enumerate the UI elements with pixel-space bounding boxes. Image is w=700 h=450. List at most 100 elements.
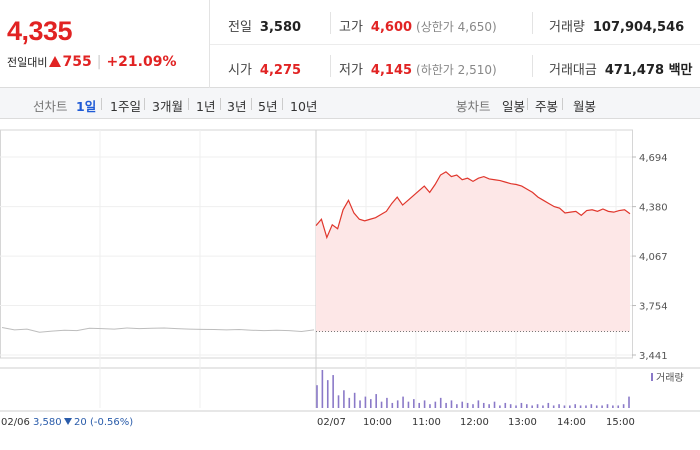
volume-bar: [386, 397, 388, 408]
volume-bar: [337, 395, 340, 408]
chart-canvas: 거래량 4,694 4,380 4,067 3,754 3,441 02/06 3,580…: [0, 129, 700, 428]
volume-bar: [418, 402, 421, 408]
period-1w[interactable]: 1주일: [110, 99, 141, 114]
volume-bar: [482, 402, 485, 408]
volume-bar: [493, 401, 496, 408]
period-1d[interactable]: 1일: [76, 99, 97, 114]
volume-bar: [542, 405, 544, 408]
time-label: 13:00: [508, 417, 537, 428]
divider: [220, 98, 221, 110]
volume-bar: [579, 405, 582, 408]
volume-bar: [434, 401, 437, 408]
volume-bar: [439, 397, 442, 408]
volume-bar: [461, 401, 464, 408]
volume-bar: [316, 385, 318, 408]
divider: [188, 98, 189, 110]
volume-layer: 거래량: [316, 370, 684, 408]
volume-bar: [456, 404, 458, 408]
candle-monthly[interactable]: 월봉: [573, 99, 597, 114]
x-axis: 02/06 3,580 20 (-0.56%) 02/07 10:00 11:00 12:00…: [1, 417, 635, 428]
time-label: 11:00: [412, 417, 441, 428]
high-stat: 고가 4,600 (상한가 4,650): [339, 20, 497, 35]
down-arrow-icon: [64, 418, 72, 425]
volume-bar: [423, 400, 426, 408]
volume-bar: [515, 405, 517, 408]
lower-limit: (하한가 2,510): [416, 63, 497, 77]
volume-legend: 거래량: [656, 372, 684, 384]
volume-bar: [509, 404, 512, 408]
volume-bar: [450, 400, 453, 408]
volume-bar: [595, 405, 598, 408]
volume-bar: [326, 380, 329, 408]
current-price-box: 4,335 전일대비 755 | +21.09%: [0, 0, 210, 88]
volume-value: 107,904,546: [592, 20, 685, 35]
volume-bar: [622, 404, 625, 408]
time-label: 14:00: [557, 417, 586, 428]
volume-bar: [569, 405, 571, 408]
volume-bar: [612, 405, 614, 408]
change-percent: +21.09%: [106, 54, 177, 70]
prev-day-change-pct: (-0.56%): [90, 417, 133, 428]
y-tick-label: 3,441: [639, 351, 668, 362]
change-row: 전일대비 755 | +21.09%: [7, 54, 176, 70]
prev-close-stat: 전일 3,580: [228, 20, 302, 35]
change-value: 755: [62, 54, 92, 70]
volume-bar: [531, 405, 533, 408]
volume-bar: [413, 399, 415, 408]
open-stat: 시가 4,275: [228, 63, 302, 78]
volume-bar: [552, 405, 555, 408]
prev-day-label: 02/06: [1, 417, 30, 428]
y-tick-label: 4,067: [639, 252, 668, 263]
trade-value-stat: 거래대금 471,478 백만: [549, 63, 693, 78]
current-price: 4,335: [7, 16, 73, 46]
volume-bar: [466, 402, 469, 408]
candle-daily[interactable]: 일봉: [502, 99, 526, 114]
low-stat: 저가 4,145 (하한가 2,510): [339, 63, 497, 78]
today-date-label: 02/07: [317, 417, 346, 428]
period-5y[interactable]: 5년: [258, 99, 278, 114]
volume-bar: [343, 390, 345, 408]
volume-bar: [445, 402, 447, 408]
volume-bar: [380, 401, 383, 408]
divider: [532, 12, 533, 34]
volume-bar: [590, 404, 593, 408]
period-10y[interactable]: 10년: [290, 99, 318, 114]
period-3y[interactable]: 3년: [227, 99, 247, 114]
divider: [144, 98, 145, 110]
volume-bar: [477, 400, 480, 408]
y-tick-label: 4,694: [639, 153, 668, 164]
volume-bar: [520, 402, 523, 408]
candle-chart-label: 봉차트: [456, 99, 491, 114]
volume-bar: [364, 396, 367, 408]
today-layer: [315, 171, 631, 332]
line-chart-label: 선차트: [33, 99, 68, 114]
volume-bar: [353, 392, 356, 408]
volume-bar: [585, 405, 587, 408]
volume-bar: [504, 402, 507, 408]
upper-limit: (상한가 4,650): [416, 20, 497, 34]
divider: [330, 55, 331, 77]
volume-stat: 거래량 107,904,546: [549, 20, 685, 35]
today-area: [316, 171, 630, 332]
volume-bar: [574, 404, 577, 408]
low-value: 4,145: [370, 63, 413, 78]
candle-weekly[interactable]: 주봉: [535, 99, 559, 114]
divider: |: [96, 54, 102, 70]
volume-bar: [359, 400, 361, 408]
volume-bar: [563, 405, 566, 408]
time-label: 12:00: [460, 417, 489, 428]
volume-bar: [628, 396, 630, 408]
period-1y[interactable]: 1년: [196, 99, 216, 114]
volume-bar: [525, 404, 528, 408]
trade-value: 471,478 백만: [604, 63, 693, 78]
divider: [330, 12, 331, 34]
prev-day-change: 20: [74, 417, 87, 428]
volume-bar: [348, 397, 351, 408]
period-3m[interactable]: 3개월: [152, 99, 183, 114]
high-value: 4,600: [370, 20, 413, 35]
intraday-price-chart[interactable]: 거래량 4,694 4,380 4,067 3,754 3,441 02/06 3,580…: [0, 120, 700, 450]
y-tick-label: 4,380: [639, 203, 668, 214]
volume-legend-swatch: [651, 373, 653, 381]
open-value: 4,275: [259, 63, 302, 78]
prev-day-series: [1, 327, 315, 333]
